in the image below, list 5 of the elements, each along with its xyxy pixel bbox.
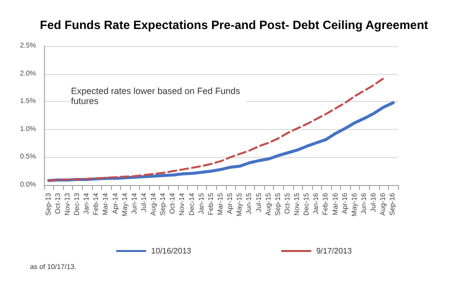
legend-label: 9/17/2013 — [316, 246, 352, 256]
line-series — [48, 77, 385, 182]
annotation: Expected rates lower based on Fed Funds futures — [71, 86, 243, 106]
legend-label: 10/16/2013 — [151, 246, 192, 256]
chart-title: Fed Funds Rate Expectations Pre-and Post- Debt Ceiling Agreement — [40, 18, 428, 32]
